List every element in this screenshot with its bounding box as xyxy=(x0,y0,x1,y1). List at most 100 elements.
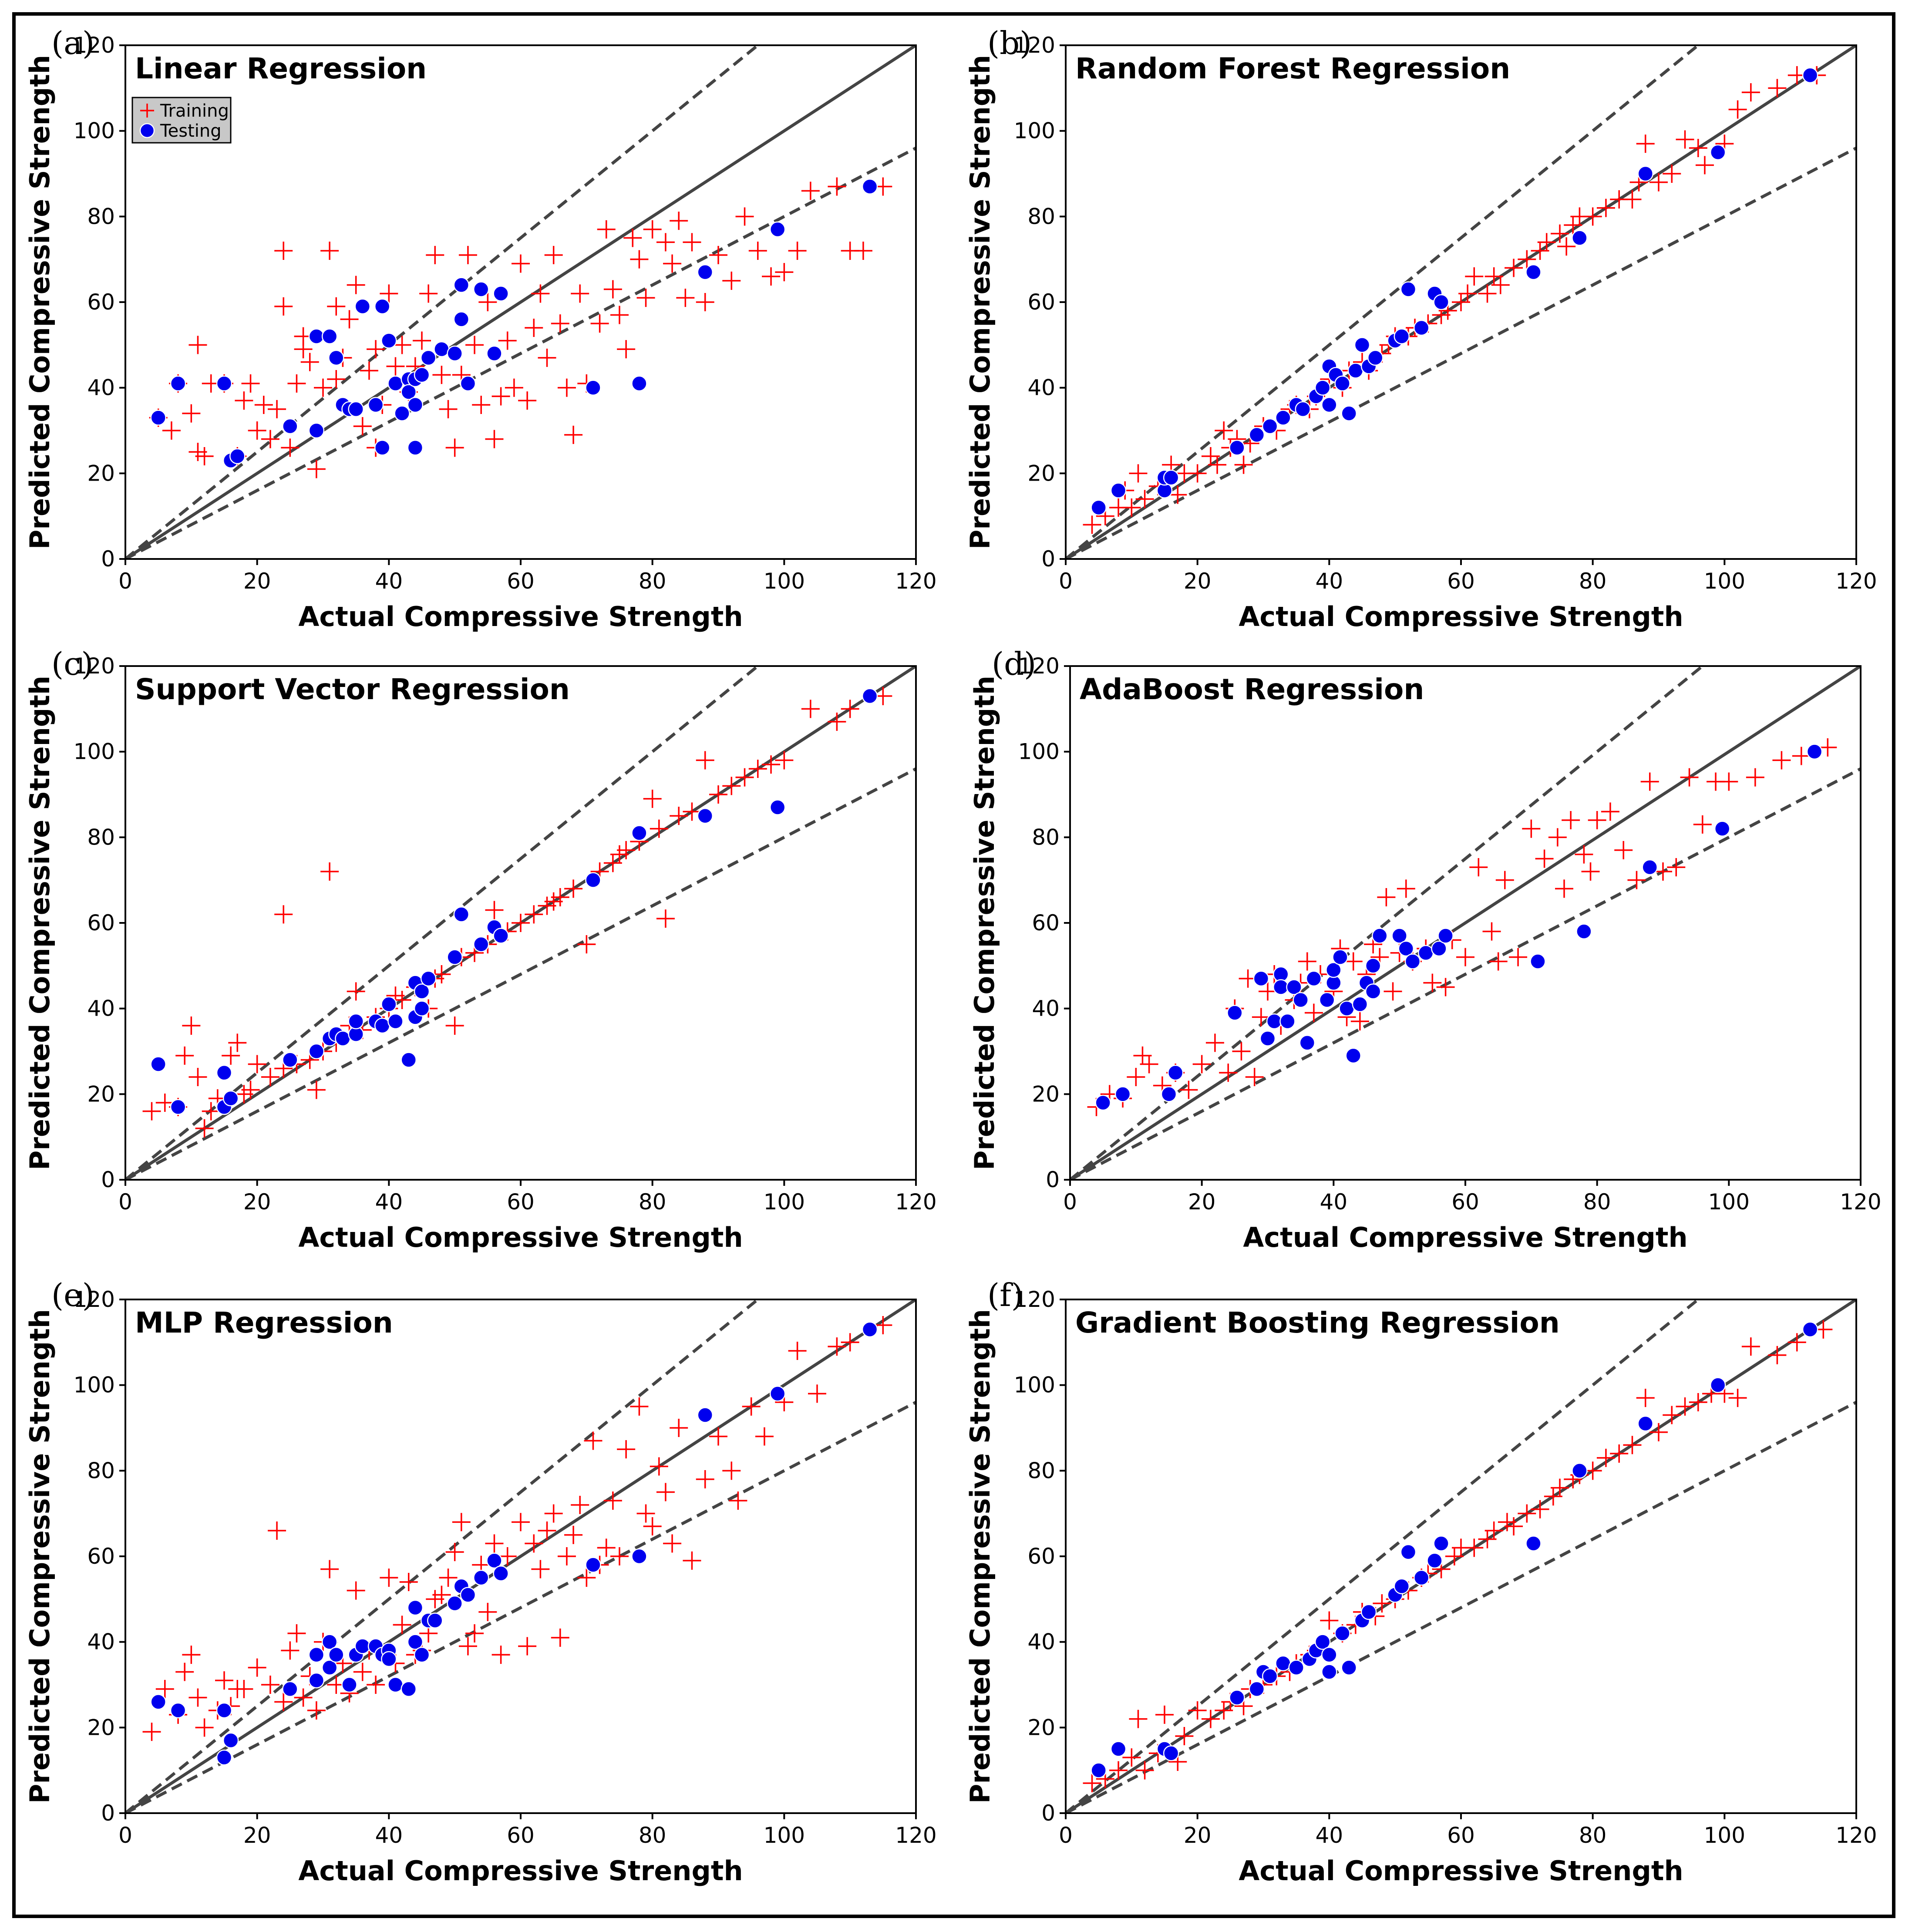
training-point xyxy=(142,1723,161,1741)
training-point xyxy=(360,361,378,380)
x-tick-label: 60 xyxy=(507,1189,535,1215)
training-point xyxy=(544,1504,563,1523)
y-axis-label: Predicted Compressive Strength xyxy=(24,55,56,549)
chart-panel: 0 20 40 60 80 100 120 0 20 40 60 80 100 120 Actual Com… xyxy=(24,646,937,1253)
testing-point xyxy=(1433,1535,1449,1552)
testing-point xyxy=(1321,1646,1337,1663)
training-point xyxy=(1129,464,1148,483)
x-tick-label: 40 xyxy=(375,1189,403,1215)
training-point xyxy=(597,220,616,239)
testing-point xyxy=(170,1099,186,1115)
training-point xyxy=(248,1055,266,1074)
training-point xyxy=(696,751,714,770)
x-tick-label: 20 xyxy=(1184,1823,1212,1848)
training-point xyxy=(314,378,332,397)
y-tick-label: 0 xyxy=(1041,1801,1055,1826)
training-point xyxy=(162,421,181,440)
testing-point xyxy=(216,1702,232,1719)
training-point xyxy=(551,314,569,333)
testing-point xyxy=(216,1749,232,1766)
training-point xyxy=(393,1616,411,1634)
training-point xyxy=(709,246,727,264)
y-tick-label: 80 xyxy=(87,1458,115,1483)
x-tick-label: 120 xyxy=(895,1189,936,1215)
training-point xyxy=(465,336,484,354)
training-point xyxy=(1649,173,1668,192)
training-point xyxy=(670,1419,688,1437)
training-point xyxy=(676,289,695,307)
testing-point xyxy=(862,688,878,704)
y-tick-label: 100 xyxy=(1014,118,1055,144)
training-point xyxy=(1122,1748,1141,1767)
training-point xyxy=(287,374,306,393)
x-tick-label: 100 xyxy=(764,569,805,594)
testing-point xyxy=(434,341,450,357)
ideal-fit-line xyxy=(125,45,916,559)
training-point xyxy=(1298,952,1316,971)
training-point xyxy=(722,271,741,290)
testing-point xyxy=(308,422,325,439)
testing-point xyxy=(216,375,232,392)
training-point xyxy=(564,1525,583,1544)
training-point xyxy=(1505,259,1523,277)
training-point xyxy=(656,909,675,928)
training-point xyxy=(874,1316,892,1334)
training-point xyxy=(696,293,714,311)
training-point xyxy=(1083,1774,1101,1793)
training-point xyxy=(571,284,589,303)
testing-point xyxy=(1286,979,1302,995)
training-point xyxy=(1175,1727,1194,1745)
training-point xyxy=(1482,922,1501,941)
training-point xyxy=(189,336,207,354)
training-point xyxy=(841,700,859,718)
y-tick-label: 60 xyxy=(1027,289,1055,315)
training-point xyxy=(189,1068,207,1086)
training-point xyxy=(656,1483,675,1501)
y-tick-label: 40 xyxy=(87,996,115,1021)
y-tick-label: 60 xyxy=(87,1544,115,1569)
testing-point xyxy=(1163,469,1179,486)
training-point xyxy=(1245,1068,1264,1086)
training-point xyxy=(544,246,563,264)
testing-point xyxy=(460,1587,476,1603)
testing-point xyxy=(1576,923,1592,939)
training-point xyxy=(1219,1064,1238,1082)
training-point xyxy=(485,430,504,448)
testing-point xyxy=(1249,427,1265,443)
training-point xyxy=(1304,1003,1323,1022)
training-point xyxy=(268,400,286,418)
reference-lines xyxy=(125,45,916,559)
training-point xyxy=(1555,879,1573,898)
y-tick-label: 80 xyxy=(87,825,115,850)
chart-panel: 0 20 40 60 80 100 120 0 20 40 60 80 100 120 Actual Com… xyxy=(964,25,1877,633)
x-tick-label: 100 xyxy=(764,1189,805,1215)
training-point xyxy=(340,310,359,329)
training-point xyxy=(603,280,622,299)
y-tick-label: 40 xyxy=(1032,996,1060,1021)
y-tick-label: 100 xyxy=(74,118,115,144)
testing-point xyxy=(282,1681,298,1697)
x-tick-label: 20 xyxy=(243,569,271,594)
testing-point xyxy=(1398,940,1414,957)
y-tick-label: 60 xyxy=(1027,1544,1055,1569)
testing-point xyxy=(407,1634,424,1650)
testing-point xyxy=(216,1064,232,1081)
training-point xyxy=(1484,1521,1503,1540)
training-point xyxy=(175,1663,194,1681)
training-point xyxy=(1689,139,1707,157)
testing-point xyxy=(1288,1659,1304,1676)
training-point xyxy=(683,802,701,821)
training-point xyxy=(1537,233,1556,252)
testing-point xyxy=(1262,418,1278,434)
testing-point xyxy=(401,1052,417,1068)
testing-point xyxy=(354,298,371,315)
training-point xyxy=(564,879,583,898)
testing-point xyxy=(1365,983,1381,1000)
testing-point xyxy=(1227,1005,1243,1021)
lower-bound-line xyxy=(1066,146,1856,559)
training-point xyxy=(1179,1080,1198,1099)
y-tick-label: 120 xyxy=(74,33,115,58)
panel-letter: (a) xyxy=(51,25,94,61)
training-point xyxy=(709,1427,727,1446)
